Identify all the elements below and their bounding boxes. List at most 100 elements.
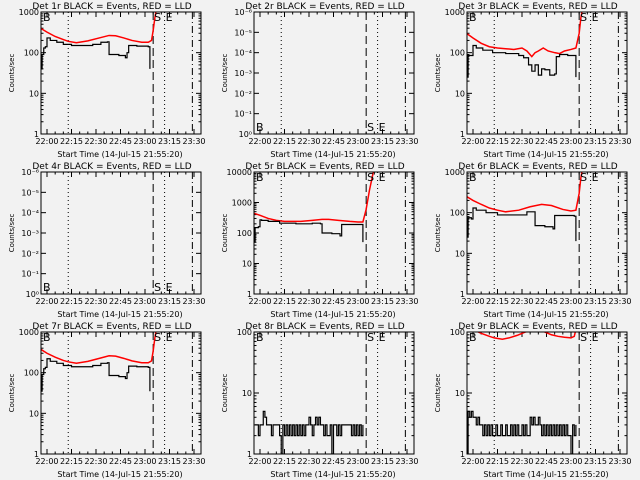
marker-s: S (580, 331, 587, 344)
x-tick-label: 22:00 (248, 297, 271, 306)
series-lld-line (41, 12, 157, 44)
x-tick-label: 23:30 (395, 297, 418, 306)
x-tick-label: 23:15 (158, 137, 181, 146)
x-tick-label: 23:30 (182, 457, 205, 466)
x-tick-label: 23:00 (559, 297, 582, 306)
x-tick-label: 23:00 (133, 137, 156, 146)
y-tick-label: 10⁻² (234, 89, 252, 98)
y-tick-label: 10⁻⁶ (21, 168, 39, 177)
marker-b: B (43, 11, 51, 24)
x-axis-label: Start Time (14-Jul-15 21:55:20) (483, 150, 608, 159)
chart-title: Det 9r BLACK = Events, RED = LLD (458, 322, 617, 332)
y-tick-label: 10⁻¹ (234, 110, 252, 119)
y-tick-label: 10⁻⁴ (21, 209, 39, 218)
x-tick-label: 22:00 (461, 297, 484, 306)
marker-b: B (469, 331, 477, 344)
marker-b: B (256, 171, 264, 184)
x-tick-label: 23:15 (584, 457, 607, 466)
chart-title: Det 4r BLACK = Events, RED = LLD (32, 162, 191, 172)
y-axis-label: Counts/sec (221, 214, 229, 253)
y-axis-label: Counts/sec (434, 54, 442, 93)
x-tick-label: 22:30 (510, 457, 533, 466)
marker-s: S (154, 281, 161, 294)
x-tick-label: 23:30 (395, 137, 418, 146)
marker-e: E (379, 121, 386, 134)
chart-title: Det 7r BLACK = Events, RED = LLD (32, 322, 191, 332)
chart-svg: Det 4r BLACK = Events, RED = LLD Start Ti… (8, 162, 206, 319)
y-axis-label: Counts/sec (221, 374, 229, 413)
x-tick-label: 22:30 (297, 457, 320, 466)
chart-svg: Det 2r BLACK = Events, RED = LLD Start Ti… (221, 2, 419, 159)
y-tick-label: 1000 (232, 199, 252, 208)
x-tick-label: 22:45 (109, 457, 132, 466)
marker-b: B (469, 171, 477, 184)
y-axis-label: Counts/sec (434, 374, 442, 413)
y-tick-label: 1 (460, 290, 465, 299)
x-tick-label: 22:15 (273, 137, 296, 146)
plot-frame (40, 171, 202, 295)
chart-svg: Det 1r BLACK = Events, RED = LLD Start Ti… (8, 2, 206, 159)
x-tick-label: 23:30 (182, 297, 205, 306)
x-tick-label: 22:30 (297, 297, 320, 306)
x-tick-label: 22:45 (322, 297, 345, 306)
x-tick-label: 23:00 (559, 137, 582, 146)
marker-s: S (580, 171, 587, 184)
x-tick-label: 23:15 (371, 297, 394, 306)
y-axis-label: Counts/sec (8, 214, 16, 253)
x-tick-label: 22:30 (297, 137, 320, 146)
chart-title: Det 1r BLACK = Events, RED = LLD (32, 2, 191, 12)
y-tick-label: 10000 (227, 168, 252, 177)
x-tick-label: 22:00 (461, 457, 484, 466)
y-tick-label: 10 (455, 249, 465, 258)
y-tick-label: 1 (460, 450, 465, 459)
x-tick-label: 23:15 (158, 297, 181, 306)
y-tick-label: 10 (29, 89, 39, 98)
y-tick-label: 10⁻⁵ (234, 28, 252, 37)
x-tick-label: 22:00 (35, 137, 58, 146)
x-tick-label: 23:15 (371, 137, 394, 146)
marker-b: B (43, 331, 51, 344)
marker-s: S (367, 121, 374, 134)
x-tick-label: 22:00 (35, 297, 58, 306)
x-tick-label: 22:15 (60, 457, 83, 466)
y-axis-label: Counts/sec (221, 54, 229, 93)
x-tick-label: 23:30 (182, 137, 205, 146)
series-events-line (255, 410, 364, 454)
x-axis-label: Start Time (14-Jul-15 21:55:20) (57, 310, 182, 319)
x-tick-label: 22:45 (322, 137, 345, 146)
y-tick-label: 10⁻³ (234, 69, 252, 78)
y-tick-label: 1000 (19, 328, 39, 337)
marker-b: B (43, 281, 51, 294)
y-tick-label: 100 (450, 209, 465, 218)
marker-e: E (592, 11, 599, 24)
y-tick-label: 100 (237, 328, 252, 337)
x-axis-label: Start Time (14-Jul-15 21:55:20) (270, 310, 395, 319)
panel-det-1: Det 1r BLACK = Events, RED = LLD Start Ti… (0, 0, 213, 160)
series-lld-line (467, 12, 583, 58)
series-events-line (467, 207, 577, 242)
y-tick-label: 10⁰ (239, 130, 252, 139)
x-tick-label: 22:15 (486, 297, 509, 306)
y-tick-label: 1 (460, 130, 465, 139)
chart-svg: Det 8r BLACK = Events, RED = LLD Start Ti… (221, 322, 419, 479)
y-tick-label: 10 (455, 89, 465, 98)
x-tick-label: 22:45 (109, 297, 132, 306)
chart-svg: Det 3r BLACK = Events, RED = LLD Start Ti… (434, 2, 632, 159)
x-tick-label: 22:30 (84, 137, 107, 146)
x-tick-label: 23:15 (158, 457, 181, 466)
y-tick-label: 100 (237, 229, 252, 238)
series-lld-line (467, 172, 583, 213)
x-tick-label: 22:45 (535, 137, 558, 146)
series-lld-line (476, 332, 577, 341)
y-tick-label: 10⁻² (21, 249, 39, 258)
y-tick-label: 100 (450, 49, 465, 58)
x-tick-label: 23:15 (584, 297, 607, 306)
plot-frame (40, 11, 202, 135)
chart-title: Det 6r BLACK = Events, RED = LLD (458, 162, 617, 172)
y-tick-label: 1 (34, 450, 39, 459)
y-tick-label: 1000 (445, 168, 465, 177)
x-tick-label: 23:30 (608, 457, 631, 466)
y-axis-label: Counts/sec (434, 214, 442, 253)
marker-b: B (469, 11, 477, 24)
